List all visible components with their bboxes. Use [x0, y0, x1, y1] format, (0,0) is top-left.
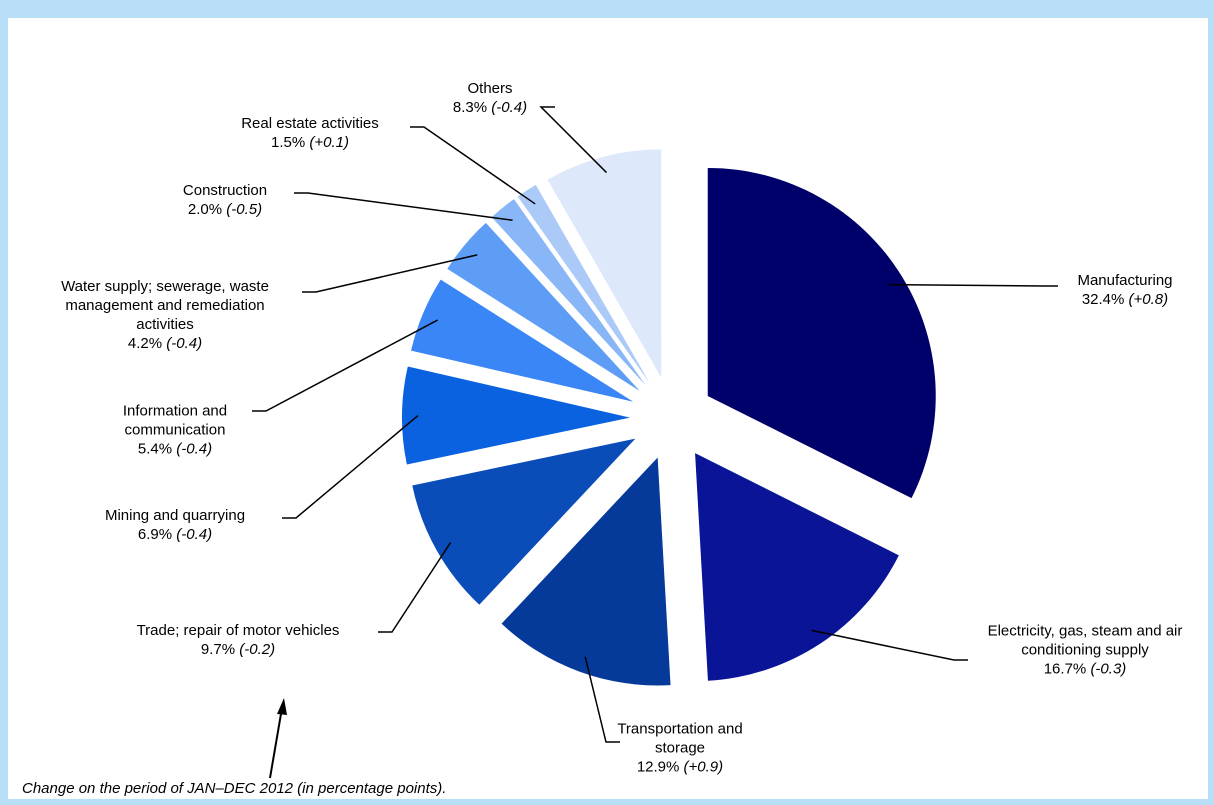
value-line: 2.0% (-0.5) — [160, 200, 290, 219]
value-line: 8.3% (-0.4) — [425, 98, 555, 117]
footnote: Change on the period of JAN–DEC 2012 (in… — [22, 780, 447, 797]
slice-label: Electricity, gas, steam and air conditio… — [983, 622, 1188, 679]
leader-line — [539, 106, 608, 174]
pie-slice — [707, 167, 936, 499]
slice-label: Manufacturing 32.4% (+0.8) — [1050, 271, 1200, 309]
change-label: (+0.1) — [309, 134, 349, 151]
leader-line — [302, 254, 478, 293]
category-label: Electricity, gas, steam and air conditio… — [987, 622, 1183, 659]
change-label: (-0.4) — [166, 335, 203, 352]
category-label: Real estate activities — [241, 115, 379, 132]
slice-label: Water supply; sewerage, waste management… — [45, 277, 285, 353]
category-label: Construction — [182, 182, 268, 199]
arrow-head — [277, 698, 287, 715]
pie-slice — [412, 438, 636, 605]
value-line: 16.7% (-0.3) — [983, 660, 1188, 679]
value-line: 9.7% (-0.2) — [128, 640, 348, 659]
change-label: (-0.2) — [239, 641, 276, 658]
category-label: Information and communication — [122, 402, 228, 439]
category-label: Water supply; sewerage, waste management… — [61, 278, 269, 333]
leader-line — [584, 656, 620, 743]
value-label: 9.7% — [200, 641, 236, 658]
pie-slice — [447, 222, 640, 392]
change-label: (+0.9) — [683, 758, 724, 776]
change-label: (-0.4) — [176, 440, 213, 458]
category-label: Manufacturing — [1077, 272, 1173, 289]
leader-line — [378, 542, 452, 633]
value-line: 4.2% (-0.4) — [45, 334, 285, 353]
slice-label: Transportation and storage 12.9% (+0.9) — [615, 720, 745, 777]
pie-slice — [695, 453, 899, 681]
pie-slice — [501, 457, 671, 686]
value-label: 2.0% — [187, 201, 223, 218]
leader-line — [410, 126, 536, 205]
category-label: Others — [467, 80, 513, 97]
arrow-shaft — [269, 707, 283, 779]
value-line: 32.4% (+0.8) — [1050, 290, 1200, 309]
value-label: 8.3% — [452, 99, 488, 116]
pie-slice — [402, 366, 631, 465]
leader-line — [888, 283, 1058, 287]
slice-label: Mining and quarrying 6.9% (-0.4) — [75, 506, 275, 544]
value-line: 12.9% (+0.9) — [615, 758, 745, 777]
slice-label: Real estate activities 1.5% (+0.1) — [210, 114, 410, 152]
change-label: (-0.4) — [491, 99, 528, 116]
slice-label: Construction 2.0% (-0.5) — [160, 181, 290, 219]
value-line: 1.5% (+0.1) — [210, 133, 410, 152]
value-label: 16.7% — [1043, 660, 1087, 678]
value-line: 6.9% (-0.4) — [75, 525, 275, 544]
value-label: 1.5% — [271, 134, 306, 151]
category-label: Mining and quarrying — [104, 507, 246, 524]
value-label: 4.2% — [127, 335, 163, 352]
value-label: 32.4% — [1081, 291, 1125, 308]
change-label: (-0.4) — [176, 526, 213, 543]
pie-slice — [491, 199, 646, 386]
slice-label: Information and communication 5.4% (-0.4) — [95, 402, 255, 459]
pie-slice — [547, 149, 662, 378]
category-label: Trade; repair of motor vehicles — [136, 622, 340, 639]
value-label: 5.4% — [137, 440, 173, 458]
leader-line — [294, 192, 513, 221]
leader-line — [811, 629, 968, 661]
slice-label: Others 8.3% (-0.4) — [425, 79, 555, 117]
category-label: Transportation and storage — [617, 720, 743, 757]
value-line: 5.4% (-0.4) — [95, 440, 255, 459]
pie-slice — [517, 184, 650, 383]
slice-label: Trade; repair of motor vehicles 9.7% (-0.… — [128, 621, 348, 659]
change-label: (-0.5) — [226, 201, 263, 218]
pie-slice — [411, 279, 634, 402]
change-label: (-0.3) — [1090, 660, 1127, 678]
value-label: 6.9% — [137, 526, 173, 543]
change-label: (+0.8) — [1128, 291, 1169, 308]
leader-line — [252, 319, 438, 412]
value-label: 12.9% — [636, 758, 680, 776]
leader-line — [282, 415, 419, 519]
